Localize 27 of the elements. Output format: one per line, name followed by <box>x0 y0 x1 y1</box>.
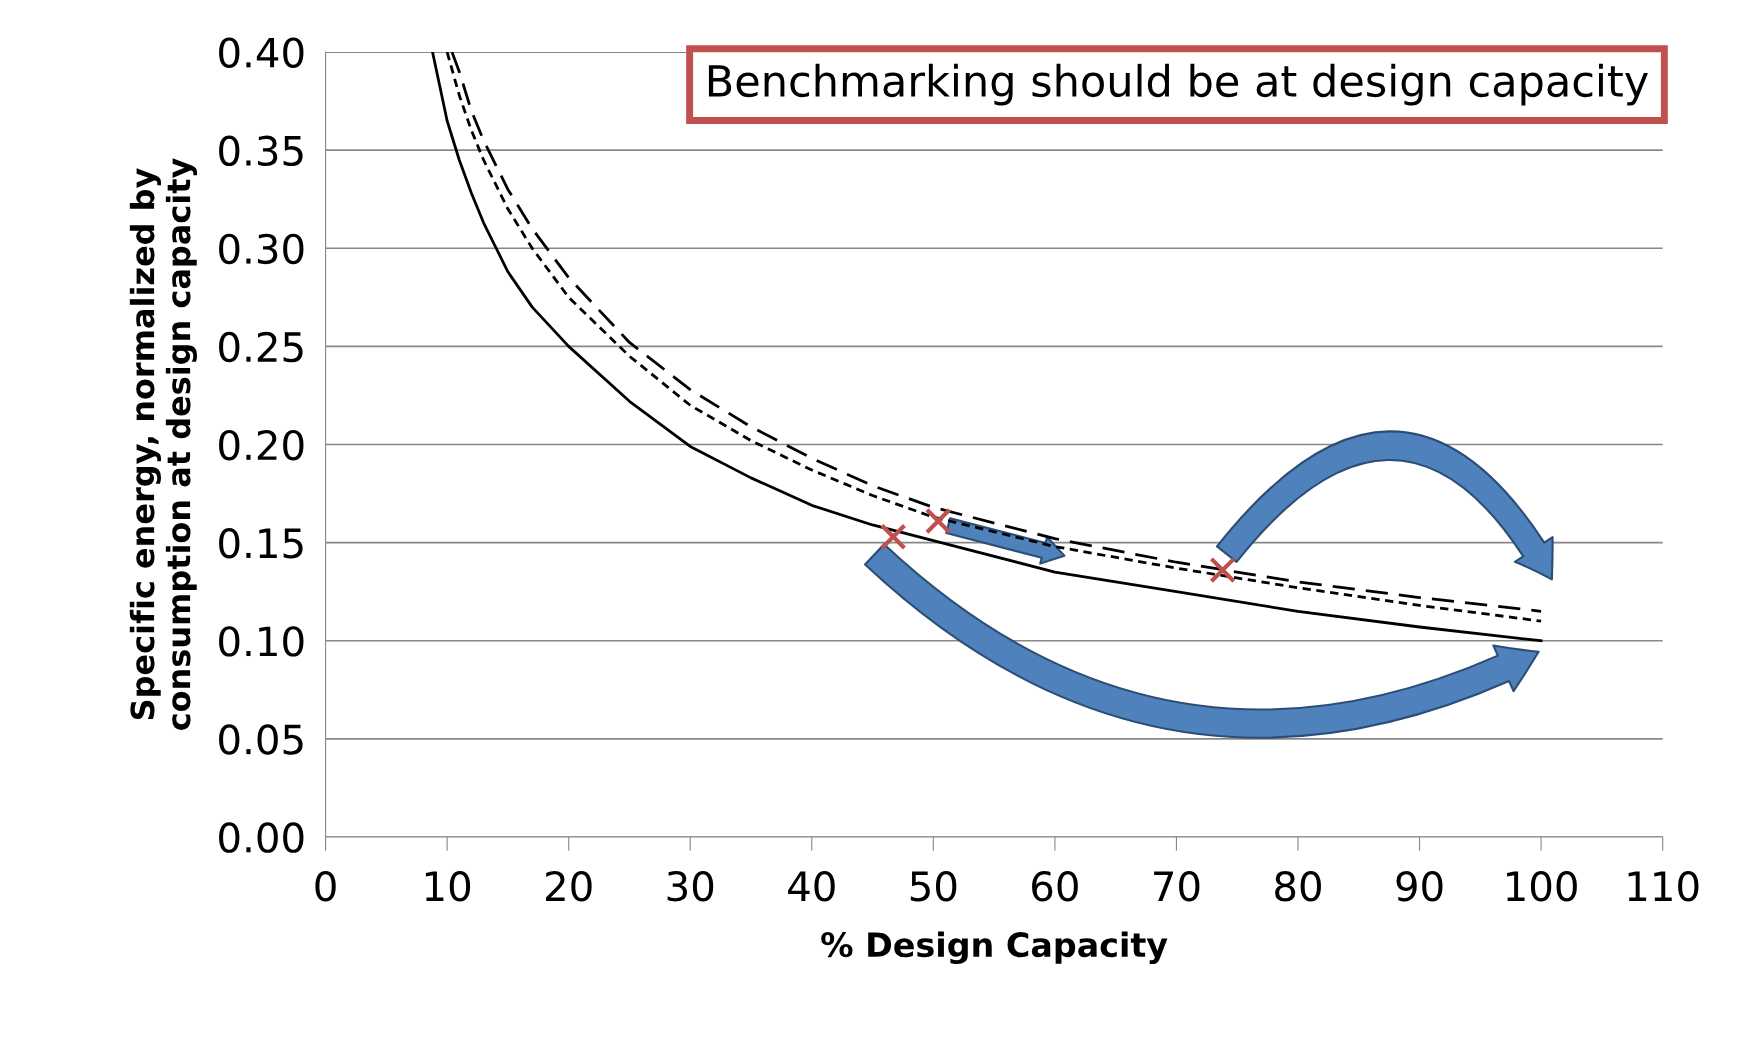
x-tick-label: 110 <box>1628 871 1699 902</box>
x-axis-title: % Design Capacity <box>821 931 1168 965</box>
y-tick-label: 0.30 <box>219 233 304 265</box>
point <box>924 507 952 535</box>
y-tick-label: 0.10 <box>219 626 304 657</box>
y-axis-title: Specific energy, normalized by consumption at design capacity <box>129 158 197 730</box>
y-tick-label: 0.15 <box>219 528 303 559</box>
x-tick-label: 60 <box>1032 871 1078 902</box>
y-tick-label: 0.00 <box>219 822 304 853</box>
y-tick-label: 0.05 <box>219 724 303 755</box>
x-tick-label: 30 <box>667 871 714 902</box>
y-tick-label: 0.20 <box>219 429 304 461</box>
annotation: Benchmarking should be at design capacity <box>708 63 1648 106</box>
x-tick-label: 80 <box>1275 871 1321 902</box>
x-tick-label: 70 <box>1154 871 1200 902</box>
x-tick-label: 90 <box>1396 871 1443 902</box>
x-tick-label: 0 <box>315 871 336 902</box>
x-tick-label: 100 <box>1507 871 1577 902</box>
x-tick-label: 10 <box>425 871 471 902</box>
y-tick-label: 0.35 <box>219 135 303 167</box>
y-tick-label: 0.40 <box>219 37 304 68</box>
x-tick-label: 40 <box>788 871 835 902</box>
x-tick-label: 20 <box>546 871 592 902</box>
point <box>1209 556 1236 584</box>
point <box>879 523 907 551</box>
y-tick-label: 0.25 <box>219 331 303 363</box>
x-tick-label: 50 <box>910 871 957 902</box>
